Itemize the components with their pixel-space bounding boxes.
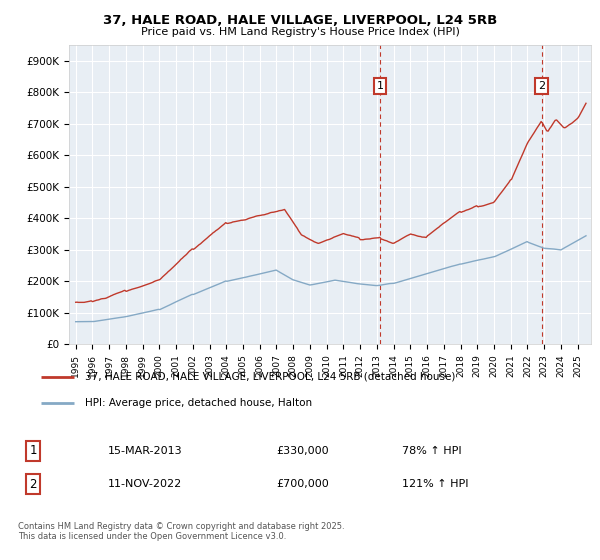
Text: 1: 1	[29, 444, 37, 458]
Text: 37, HALE ROAD, HALE VILLAGE, LIVERPOOL, L24 5RB: 37, HALE ROAD, HALE VILLAGE, LIVERPOOL, …	[103, 14, 497, 27]
Text: HPI: Average price, detached house, Halton: HPI: Average price, detached house, Halt…	[85, 398, 313, 408]
Text: Contains HM Land Registry data © Crown copyright and database right 2025.
This d: Contains HM Land Registry data © Crown c…	[18, 522, 344, 542]
Text: £330,000: £330,000	[276, 446, 329, 456]
Text: Price paid vs. HM Land Registry's House Price Index (HPI): Price paid vs. HM Land Registry's House …	[140, 27, 460, 37]
Text: 2: 2	[29, 478, 37, 491]
Text: 121% ↑ HPI: 121% ↑ HPI	[402, 479, 469, 489]
Text: 1: 1	[377, 81, 383, 91]
Text: 15-MAR-2013: 15-MAR-2013	[108, 446, 182, 456]
Text: 78% ↑ HPI: 78% ↑ HPI	[402, 446, 461, 456]
Text: £700,000: £700,000	[276, 479, 329, 489]
Text: 2: 2	[538, 81, 545, 91]
Text: 11-NOV-2022: 11-NOV-2022	[108, 479, 182, 489]
Text: 37, HALE ROAD, HALE VILLAGE, LIVERPOOL, L24 5RB (detached house): 37, HALE ROAD, HALE VILLAGE, LIVERPOOL, …	[85, 372, 455, 382]
